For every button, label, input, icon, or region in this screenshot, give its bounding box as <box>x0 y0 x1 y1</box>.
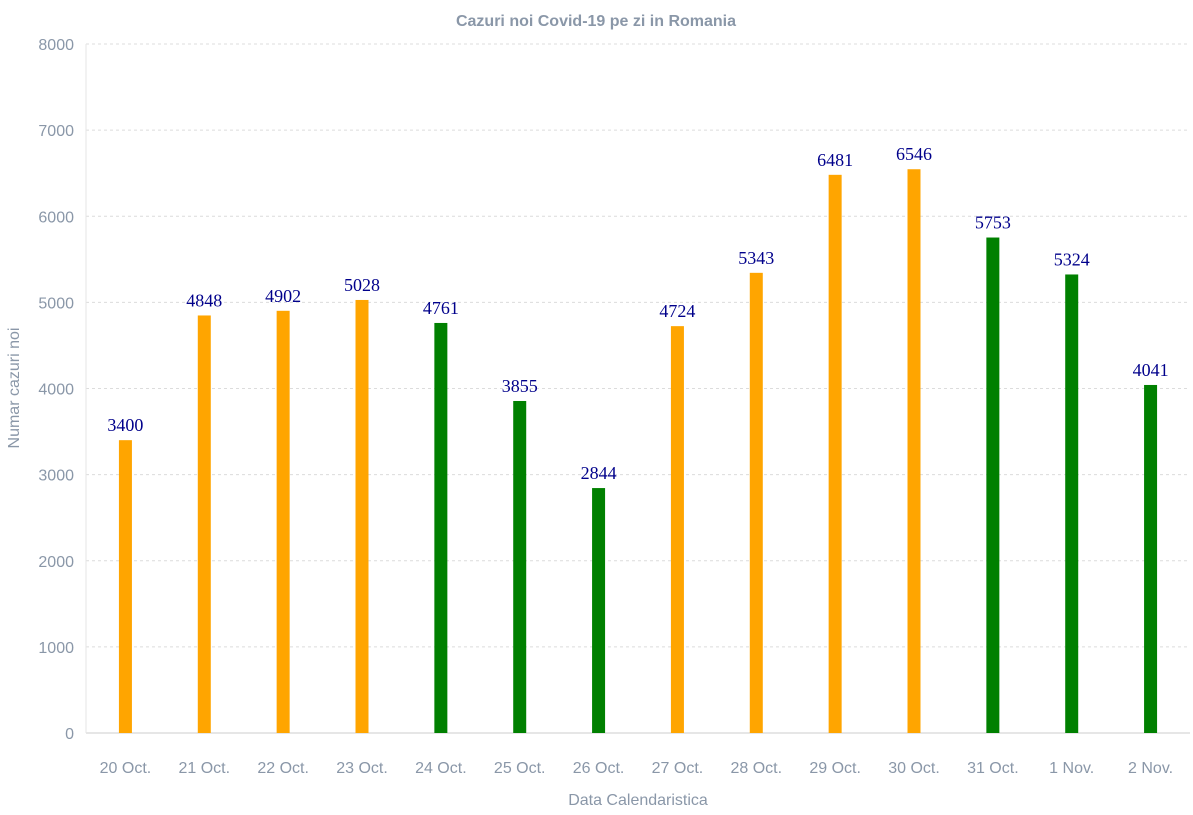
data-label: 4724 <box>659 301 695 321</box>
y-tick-label: 5000 <box>38 295 74 312</box>
data-label: 5343 <box>738 248 774 268</box>
y-tick-label: 8000 <box>38 37 74 54</box>
y-tick-label: 7000 <box>38 123 74 140</box>
y-tick-label: 2000 <box>38 554 74 571</box>
y-tick-label: 6000 <box>38 209 74 226</box>
bar <box>592 488 606 733</box>
data-label: 3855 <box>502 376 538 396</box>
chart-title: Cazuri noi Covid-19 pe zi in Romania <box>456 13 736 30</box>
x-axis-ticks: 20 Oct. 21 Oct. 22 Oct. 23 Oct. 24 Oct. 25 Oc… <box>100 760 1173 777</box>
bar <box>434 322 448 733</box>
x-tick-label: 21 Oct. <box>178 760 230 777</box>
x-tick-label: 28 Oct. <box>730 760 782 777</box>
bar <box>118 440 132 733</box>
bars <box>118 169 1158 734</box>
data-label: 4848 <box>186 290 222 310</box>
x-tick-label: 23 Oct. <box>336 760 388 777</box>
bar <box>513 400 527 733</box>
y-axis-ticks: 0 1000 2000 3000 4000 5000 6000 7000 8000 <box>38 37 74 743</box>
y-tick-label: 3000 <box>38 468 74 485</box>
bar <box>907 169 921 733</box>
grid <box>86 43 1190 648</box>
data-label: 4902 <box>265 286 301 306</box>
data-label: 4761 <box>423 298 459 318</box>
bar <box>197 315 211 733</box>
x-tick-label: 22 Oct. <box>257 760 309 777</box>
x-tick-label: 20 Oct. <box>100 760 152 777</box>
bar <box>986 237 1000 733</box>
y-tick-label: 1000 <box>38 640 74 657</box>
x-tick-label: 2 Nov. <box>1128 760 1173 777</box>
bar <box>828 174 842 734</box>
data-label: 6546 <box>896 144 932 164</box>
y-tick-label: 4000 <box>38 382 74 399</box>
data-label: 5324 <box>1054 249 1090 269</box>
bar <box>355 299 369 733</box>
data-label: 3400 <box>107 415 143 435</box>
x-tick-label: 26 Oct. <box>573 760 625 777</box>
data-label: 4041 <box>1133 360 1169 380</box>
data-label: 2844 <box>581 463 617 483</box>
x-tick-label: 30 Oct. <box>888 760 940 777</box>
x-tick-label: 1 Nov. <box>1049 760 1094 777</box>
bar <box>749 272 763 733</box>
y-tick-label: 0 <box>65 726 74 743</box>
y-axis-title: Numar cazuri noi <box>6 328 23 449</box>
x-axis-title: Data Calendaristica <box>568 792 708 809</box>
data-labels: 3400 4848 4902 5028 4761 3855 2844 4724 5343 6481… <box>107 144 1168 483</box>
x-tick-label: 24 Oct. <box>415 760 467 777</box>
bar <box>1144 384 1158 733</box>
x-tick-label: 27 Oct. <box>652 760 704 777</box>
bar <box>1065 274 1079 733</box>
x-tick-label: 31 Oct. <box>967 760 1019 777</box>
bar <box>670 326 684 733</box>
data-label: 5753 <box>975 213 1011 233</box>
bar <box>276 310 290 733</box>
data-label: 6481 <box>817 150 853 170</box>
x-tick-label: 29 Oct. <box>809 760 861 777</box>
x-tick-label: 25 Oct. <box>494 760 546 777</box>
data-label: 5028 <box>344 275 380 295</box>
